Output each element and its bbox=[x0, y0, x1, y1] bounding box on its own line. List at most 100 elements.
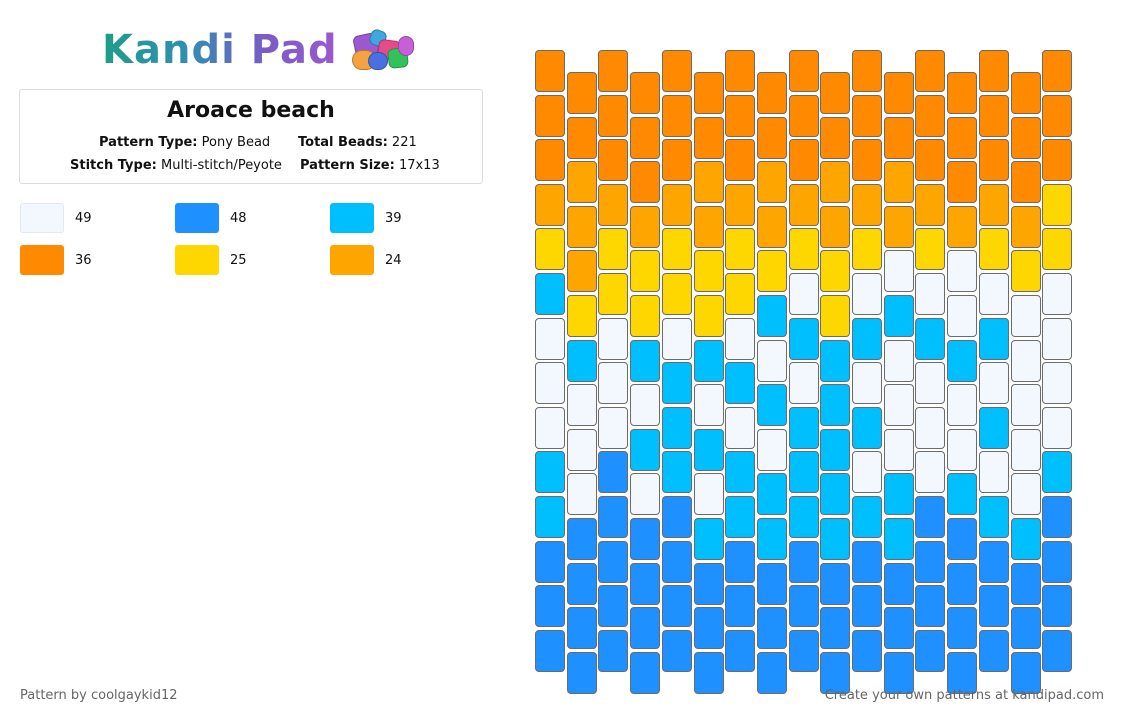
count-orange: 36 bbox=[75, 253, 92, 268]
bead bbox=[883, 161, 914, 204]
bead bbox=[566, 651, 597, 694]
bead bbox=[756, 562, 787, 605]
bead bbox=[915, 406, 946, 449]
kandipad-cta-link[interactable]: Create your own patterns at kandipad.com bbox=[824, 688, 1104, 703]
bead bbox=[1010, 295, 1041, 337]
bead bbox=[661, 406, 692, 449]
bead bbox=[852, 496, 882, 538]
bead bbox=[725, 228, 756, 271]
total-beads-label: Total Beads: bbox=[298, 135, 388, 150]
bead bbox=[883, 250, 914, 293]
kandipad-logo[interactable]: Kandi Pad bbox=[102, 26, 420, 74]
bead bbox=[1010, 116, 1041, 159]
bead bbox=[947, 161, 978, 204]
bead bbox=[630, 428, 661, 471]
pattern-credit: Pattern by coolgaykid12 bbox=[20, 688, 178, 703]
bead bbox=[978, 183, 1009, 226]
bead bbox=[1042, 362, 1073, 405]
swatch-white bbox=[20, 203, 64, 233]
bead bbox=[566, 250, 597, 293]
bead bbox=[852, 585, 882, 628]
bead bbox=[978, 94, 1009, 137]
bead bbox=[915, 273, 946, 315]
pattern-type: Pattern Type: Pony Bead bbox=[99, 135, 270, 150]
bead bbox=[756, 518, 787, 560]
bead-pile-icon bbox=[348, 26, 420, 74]
bead bbox=[598, 451, 629, 494]
count-white: 49 bbox=[75, 211, 92, 226]
bead bbox=[788, 273, 819, 315]
bead bbox=[693, 116, 724, 159]
bead bbox=[535, 406, 565, 449]
bead bbox=[535, 629, 565, 672]
bead bbox=[535, 228, 565, 271]
bead bbox=[947, 339, 978, 382]
bead bbox=[947, 562, 978, 605]
bead bbox=[725, 273, 756, 315]
bead bbox=[1010, 384, 1041, 427]
bead bbox=[1010, 205, 1041, 248]
bead bbox=[947, 295, 978, 337]
bead bbox=[978, 540, 1009, 583]
bead bbox=[883, 562, 914, 605]
bead bbox=[1010, 562, 1041, 605]
bead bbox=[1042, 406, 1073, 449]
bead bbox=[1010, 518, 1041, 560]
bead bbox=[820, 384, 851, 427]
bead bbox=[693, 651, 724, 694]
bead bbox=[756, 428, 787, 471]
bead bbox=[883, 428, 914, 471]
bead bbox=[883, 116, 914, 159]
bead bbox=[1010, 428, 1041, 471]
swatch-cyan bbox=[330, 203, 374, 233]
bead bbox=[630, 295, 661, 337]
bead bbox=[566, 607, 597, 650]
bead bbox=[947, 473, 978, 516]
bead bbox=[915, 50, 946, 92]
bead bbox=[661, 362, 692, 405]
bead bbox=[535, 139, 565, 182]
bead bbox=[852, 94, 882, 137]
bead bbox=[1042, 540, 1073, 583]
bead bbox=[756, 205, 787, 248]
bead bbox=[852, 451, 882, 494]
bead bbox=[725, 317, 756, 360]
bead bbox=[915, 585, 946, 628]
bead bbox=[693, 295, 724, 337]
bead bbox=[852, 228, 882, 271]
bead bbox=[788, 139, 819, 182]
bead bbox=[598, 228, 629, 271]
bead bbox=[693, 562, 724, 605]
bead bbox=[820, 116, 851, 159]
bead bbox=[725, 406, 756, 449]
bead bbox=[535, 585, 565, 628]
bead bbox=[883, 384, 914, 427]
bead bbox=[756, 339, 787, 382]
bead bbox=[1042, 496, 1073, 538]
bead bbox=[598, 139, 629, 182]
bead bbox=[535, 50, 565, 92]
bead bbox=[661, 94, 692, 137]
bead bbox=[661, 585, 692, 628]
bead bbox=[661, 629, 692, 672]
bead bbox=[566, 562, 597, 605]
bead bbox=[883, 651, 914, 694]
bead bbox=[883, 339, 914, 382]
bead bbox=[978, 362, 1009, 405]
bead bbox=[535, 317, 565, 360]
bead bbox=[947, 518, 978, 560]
bead bbox=[978, 139, 1009, 182]
stitch-type-label: Stitch Type: bbox=[70, 158, 157, 173]
bead bbox=[661, 228, 692, 271]
bead bbox=[852, 406, 882, 449]
bead bbox=[915, 317, 946, 360]
bead bbox=[915, 139, 946, 182]
bead bbox=[852, 629, 882, 672]
bead bbox=[852, 273, 882, 315]
bead bbox=[535, 273, 565, 315]
bead bbox=[566, 339, 597, 382]
swatch-blue bbox=[175, 203, 219, 233]
bead bbox=[725, 183, 756, 226]
bead bbox=[630, 116, 661, 159]
bead bbox=[978, 585, 1009, 628]
